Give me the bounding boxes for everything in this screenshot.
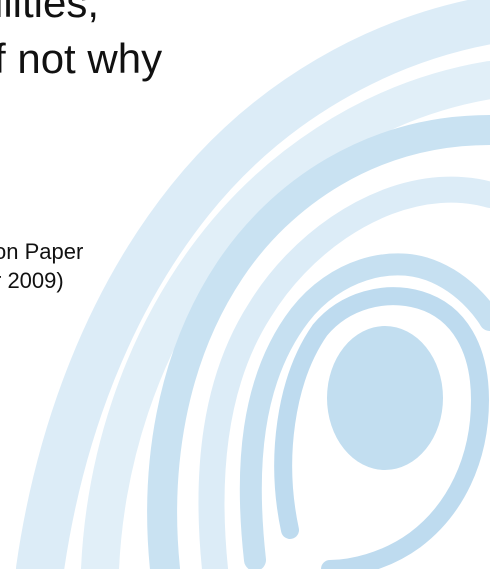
slide-title-line-2: f not why <box>0 35 163 82</box>
swirl-ring-5 <box>239 253 490 569</box>
swirl-ring-outer <box>16 0 490 569</box>
slide-subtitle-line-1: on Paper <box>0 239 84 264</box>
swirl-center <box>327 326 443 470</box>
swirl-ring-inner <box>274 287 490 569</box>
slide-title-line-1: ilities, <box>0 0 100 26</box>
swirl-ring-4 <box>198 176 490 569</box>
swirl-ring-2 <box>81 61 490 569</box>
slide-subtitle-line-2: r 2009) <box>0 268 64 293</box>
swirl-ring-3 <box>147 115 490 569</box>
